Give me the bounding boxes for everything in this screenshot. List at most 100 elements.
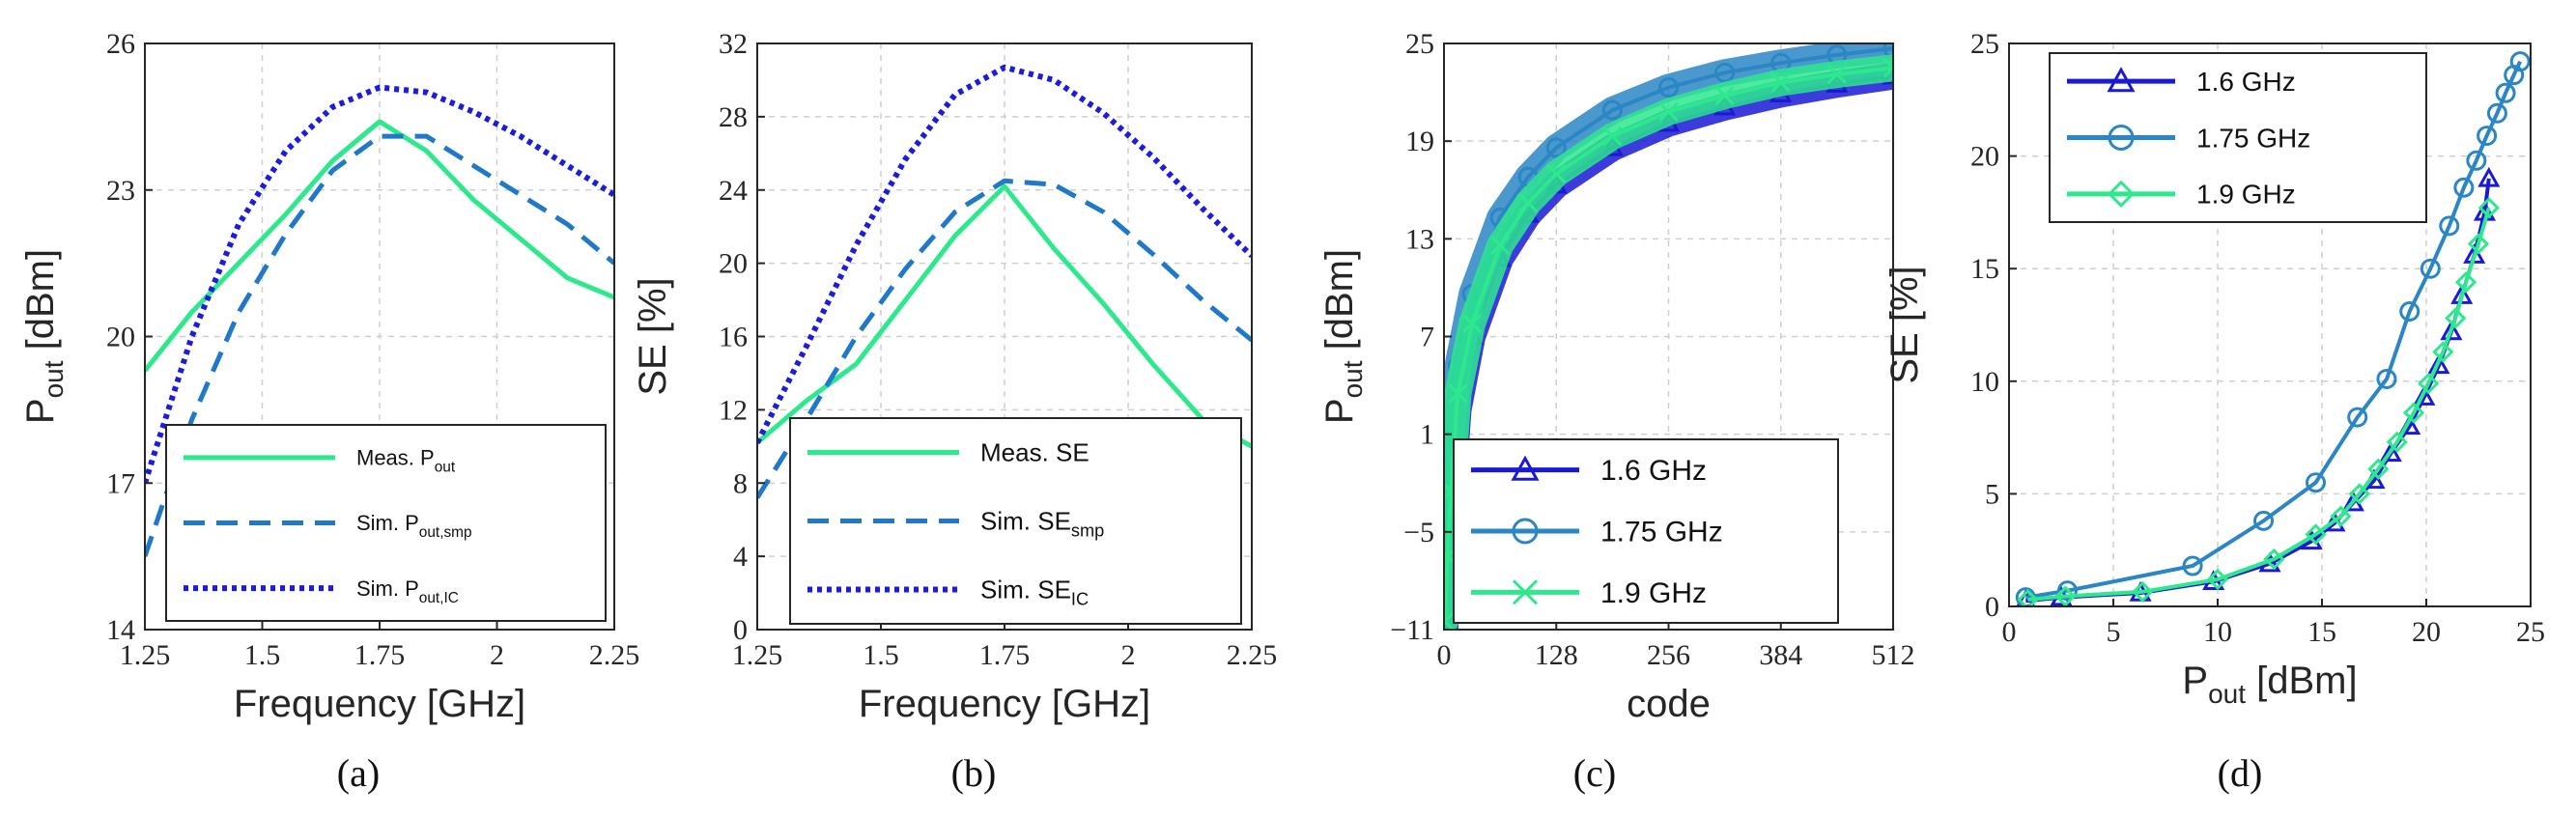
text-span: 256 (1647, 639, 1690, 671)
text-span: 23 (106, 175, 135, 207)
text-span: 2 (1121, 639, 1136, 671)
text-span: 10 (1970, 366, 1999, 398)
data-point (2453, 177, 2475, 198)
text-span: 5 (1985, 478, 1999, 510)
y-tick-label: 17 (106, 467, 135, 499)
text-span: 15 (2307, 616, 2336, 648)
x-tick-label: 20 (2412, 616, 2441, 648)
y-axis-label: Pout [dBm] (19, 249, 69, 424)
y-tick-label: 4 (733, 541, 748, 573)
x-tick-label: 2 (490, 639, 504, 671)
text-span: 1.25 (120, 639, 171, 671)
text-span: code (1627, 683, 1711, 725)
text-span: 25 (1970, 28, 1999, 60)
y-tick-label: 16 (719, 322, 748, 353)
x-tick-label: 2.25 (1227, 639, 1278, 671)
data-point (1714, 62, 1736, 83)
panel-caption: (d) (2218, 751, 2263, 795)
text-span: 512 (1872, 639, 1915, 671)
series-group (2015, 51, 2531, 606)
text-span: out (1338, 360, 1368, 398)
y-axis-label: Pout [dBm] (1318, 249, 1368, 424)
text-span: (a) (337, 751, 380, 795)
legend-label: Sim. Pout,IC (356, 576, 459, 606)
text-span: 28 (719, 101, 748, 133)
legend-label: Sim. Pout,smp (356, 511, 472, 541)
panel-caption: (b) (951, 751, 997, 795)
y-tick-label: 24 (719, 175, 748, 207)
x-axis-label: Frequency [GHz] (234, 683, 525, 725)
text-span: 2 (490, 639, 504, 671)
data-point (2420, 258, 2441, 279)
text-span: IC (1071, 590, 1089, 609)
chart-panel-b: 1.25 1.5 1.75 2 2.25 0 4 8 12 16 20 24 28 32 Frequency… (632, 28, 1277, 795)
chart-panel-a: 1.25 1.5 1.75 2 2.25 14 17 20 23 26 Frequency [GHz… (19, 28, 639, 795)
data-point (2379, 441, 2402, 463)
text-span: Sim. P (356, 576, 419, 601)
text-span: (d) (2218, 751, 2263, 795)
x-tick-label: 1.5 (863, 639, 899, 671)
legend-marker (2107, 67, 2136, 93)
x-tick-label: 384 (1759, 639, 1802, 671)
text-span: 384 (1759, 639, 1802, 671)
series-line-2 (145, 84, 614, 485)
data-point (2509, 51, 2531, 72)
data-point (1826, 64, 1847, 85)
y-tick-label: 20 (719, 248, 748, 280)
text-span: Sim. SE (980, 576, 1071, 604)
data-point (2402, 402, 2425, 424)
text-span: SE [%] (1883, 266, 1926, 383)
legend: 1.6 GHz 1.75 GHz 1.9 GHz (2049, 52, 2427, 223)
panel-caption: (c) (1573, 751, 1616, 795)
data-point (2477, 197, 2500, 219)
y-tick-label: 23 (106, 175, 135, 207)
y-axis-label: SE [%] (1883, 266, 1926, 383)
data-point (2477, 126, 2498, 147)
data-point (2427, 353, 2450, 375)
data-point (2454, 271, 2477, 294)
text-span: 1.5 (244, 639, 281, 671)
x-tick-label: 2.25 (589, 639, 640, 671)
x-axis-label: Pout [dBm] (2182, 660, 2357, 709)
data-point (1601, 99, 1623, 121)
text-span: 17 (106, 467, 135, 499)
x-tick-label: 5 (2107, 616, 2121, 648)
data-point (1545, 137, 1567, 158)
axes-frame (2008, 42, 2532, 607)
data-point (2253, 510, 2275, 531)
text-span: 8 (733, 467, 748, 499)
text-span: smp (1071, 521, 1104, 541)
data-point (2367, 458, 2390, 480)
data-point (2495, 82, 2516, 103)
text-span: 25 (2516, 616, 2545, 648)
data-point (1490, 236, 1511, 256)
text-span: out,IC (419, 590, 459, 606)
text-span: 32 (719, 28, 748, 60)
text-span: 1.75 (354, 639, 406, 671)
data-point (2305, 523, 2327, 546)
text-span: 1.9 GHz (2196, 180, 2296, 210)
x-tick-label: 256 (1647, 639, 1690, 671)
y-tick-label: 0 (1985, 591, 1999, 623)
y-tick-label: 19 (1405, 126, 1434, 157)
data-point (1518, 193, 1539, 213)
y-tick-label: 25 (1970, 28, 1999, 60)
text-span: out (435, 460, 456, 476)
y-tick-label: 14 (106, 614, 135, 646)
text-span: 1.6 GHz (1600, 455, 1707, 487)
data-point (2306, 472, 2327, 493)
legend-marker (1512, 579, 1539, 605)
data-point (2206, 568, 2229, 591)
text-span: 14 (106, 614, 135, 646)
data-point (2017, 588, 2039, 606)
text-span: 10 (2203, 616, 2232, 648)
text-span: 19 (1405, 126, 1434, 157)
data-point (2132, 580, 2154, 603)
text-span: out,smp (419, 524, 472, 541)
y-tick-label: 0 (733, 614, 748, 646)
series-line-1-9-GHz (1444, 66, 1893, 622)
legend-label: Meas. Pout (356, 446, 456, 476)
y-tick-label: 12 (719, 394, 748, 426)
x-tick-label: 0 (2002, 616, 2017, 648)
